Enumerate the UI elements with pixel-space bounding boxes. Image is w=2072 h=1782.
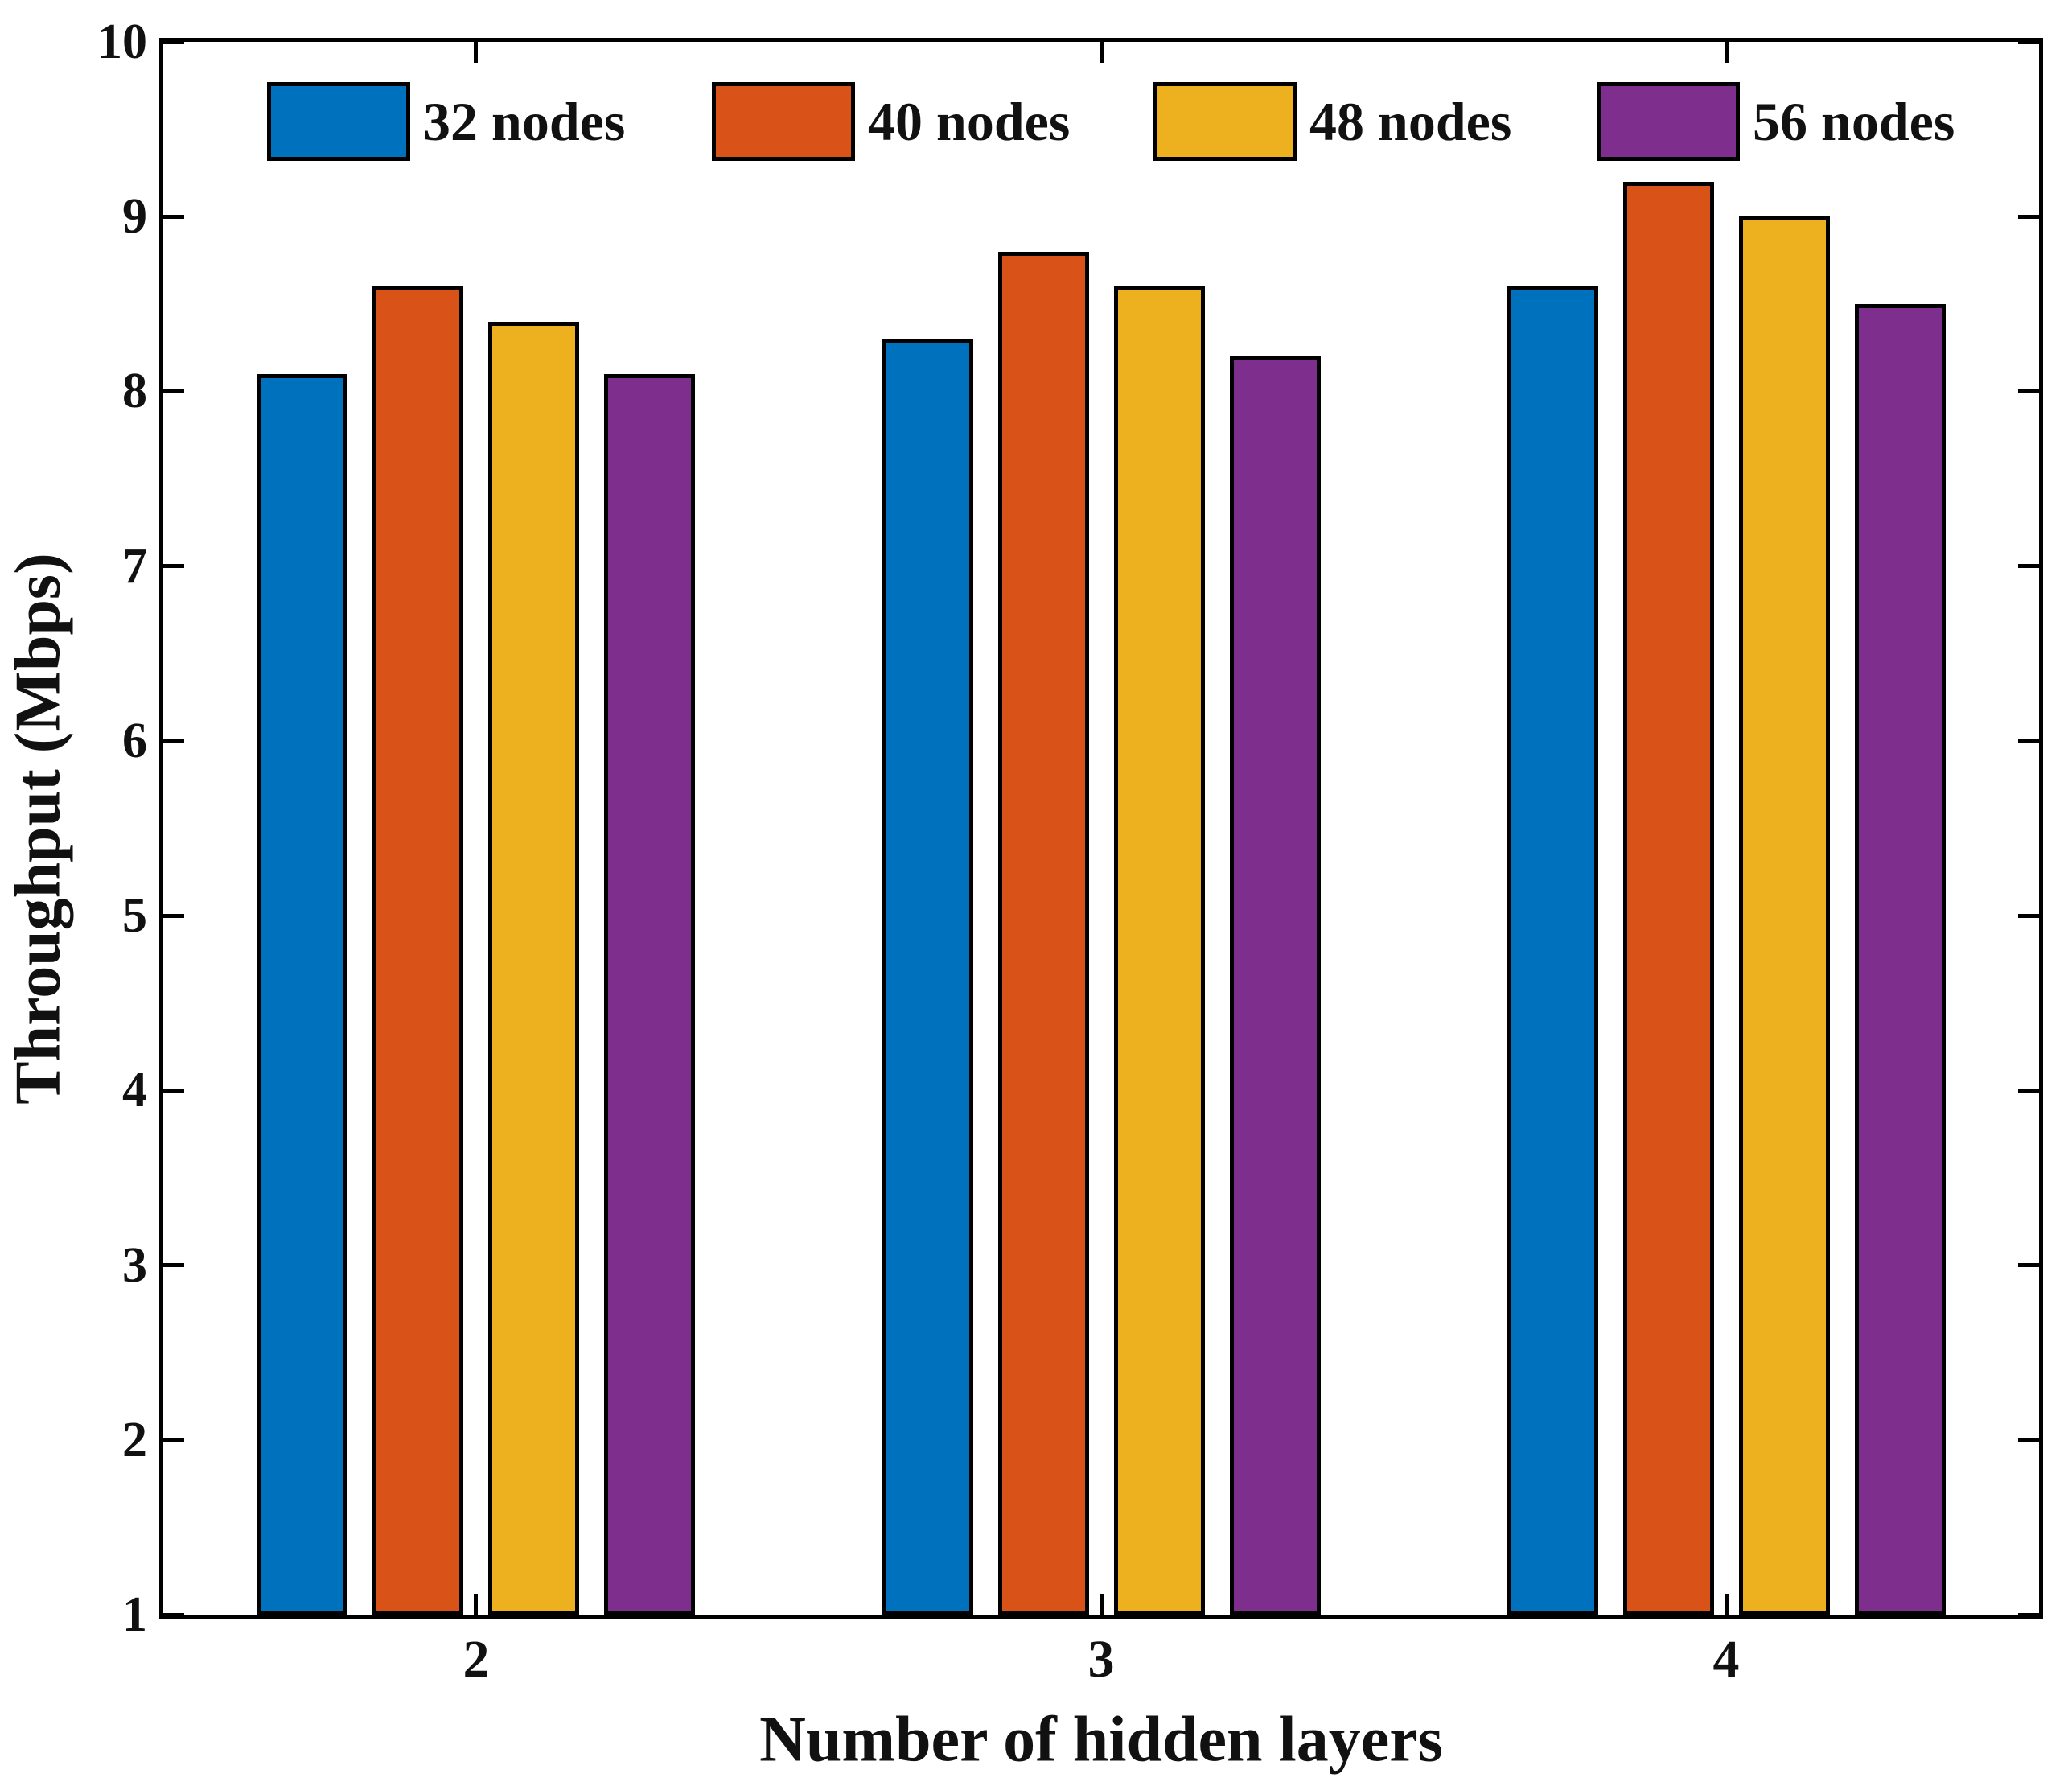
x-tick-label: 2 — [462, 1630, 490, 1689]
legend-label: 56 nodes — [1753, 90, 1955, 152]
plot-area — [163, 40, 2039, 1617]
x-tick-label: 3 — [1087, 1630, 1115, 1689]
legend-swatch-48-nodes — [1153, 82, 1297, 161]
legend-swatch-32-nodes — [267, 82, 410, 161]
legend-item-48-nodes: 48 nodes — [1153, 82, 1511, 161]
y-tick-label: 1 — [122, 1587, 147, 1642]
bar-56-nodes-layers-3 — [1230, 356, 1321, 1615]
y-axis-tick-right — [2018, 1263, 2039, 1267]
y-tick-label: 2 — [122, 1413, 147, 1467]
y-axis-tick-right — [2018, 215, 2039, 219]
x-axis-tick-top — [1100, 42, 1104, 63]
y-tick-label: 7 — [122, 539, 147, 594]
legend-swatch-56-nodes — [1597, 82, 1740, 161]
x-axis-tick-bottom — [1725, 1594, 1729, 1615]
y-axis-tick-right — [2018, 564, 2039, 568]
y-tick-label: 5 — [122, 888, 147, 943]
legend-swatch-40-nodes — [712, 82, 855, 161]
x-axis-tick-top — [1725, 42, 1729, 63]
y-tick-label: 4 — [122, 1063, 147, 1117]
y-tick-label: 8 — [122, 364, 147, 418]
y-axis-title: Throughput (Mbps) — [2, 553, 74, 1105]
bar-40-nodes-layers-2 — [372, 286, 463, 1615]
bar-48-nodes-layers-3 — [1114, 286, 1205, 1615]
x-axis-tick-top — [474, 42, 478, 63]
y-axis-tick-left — [163, 1613, 184, 1617]
x-tick-label: 4 — [1712, 1630, 1740, 1689]
bar-32-nodes-layers-2 — [257, 374, 347, 1615]
bar-56-nodes-layers-4 — [1855, 304, 1946, 1615]
y-tick-label: 3 — [122, 1238, 147, 1293]
bar-32-nodes-layers-3 — [882, 339, 973, 1615]
bar-32-nodes-layers-4 — [1507, 286, 1598, 1615]
y-axis-tick-left — [163, 389, 184, 393]
y-axis-tick-left — [163, 40, 184, 44]
y-axis-tick-right — [2018, 1438, 2039, 1442]
y-axis-tick-right — [2018, 389, 2039, 393]
x-axis-tick-bottom — [1100, 1594, 1104, 1615]
y-axis-tick-right — [2018, 739, 2039, 743]
y-axis-tick-left — [163, 914, 184, 918]
bar-40-nodes-layers-4 — [1623, 182, 1714, 1615]
legend-label: 48 nodes — [1309, 90, 1512, 152]
bar-48-nodes-layers-4 — [1739, 216, 1830, 1615]
bar-56-nodes-layers-2 — [604, 374, 695, 1615]
y-tick-label: 9 — [122, 189, 147, 244]
legend-item-56-nodes: 56 nodes — [1597, 82, 1955, 161]
legend-label: 32 nodes — [423, 90, 626, 152]
x-axis-tick-bottom — [474, 1594, 478, 1615]
y-axis-tick-left — [163, 739, 184, 743]
legend-item-40-nodes: 40 nodes — [712, 82, 1070, 161]
x-axis-title: Number of hidden layers — [759, 1704, 1443, 1776]
y-axis-tick-left — [163, 564, 184, 568]
y-axis-tick-right — [2018, 40, 2039, 44]
y-tick-label: 10 — [97, 14, 147, 69]
legend-label: 40 nodes — [868, 90, 1071, 152]
y-axis-tick-left — [163, 1089, 184, 1093]
y-tick-label: 6 — [122, 714, 147, 768]
y-axis-tick-left — [163, 215, 184, 219]
y-axis-tick-left — [163, 1438, 184, 1442]
y-axis-tick-left — [163, 1263, 184, 1267]
bar-48-nodes-layers-2 — [488, 322, 579, 1615]
y-axis-tick-right — [2018, 1089, 2039, 1093]
y-axis-tick-right — [2018, 1613, 2039, 1617]
legend-item-32-nodes: 32 nodes — [267, 82, 625, 161]
y-axis-tick-right — [2018, 914, 2039, 918]
bar-40-nodes-layers-3 — [998, 252, 1089, 1615]
